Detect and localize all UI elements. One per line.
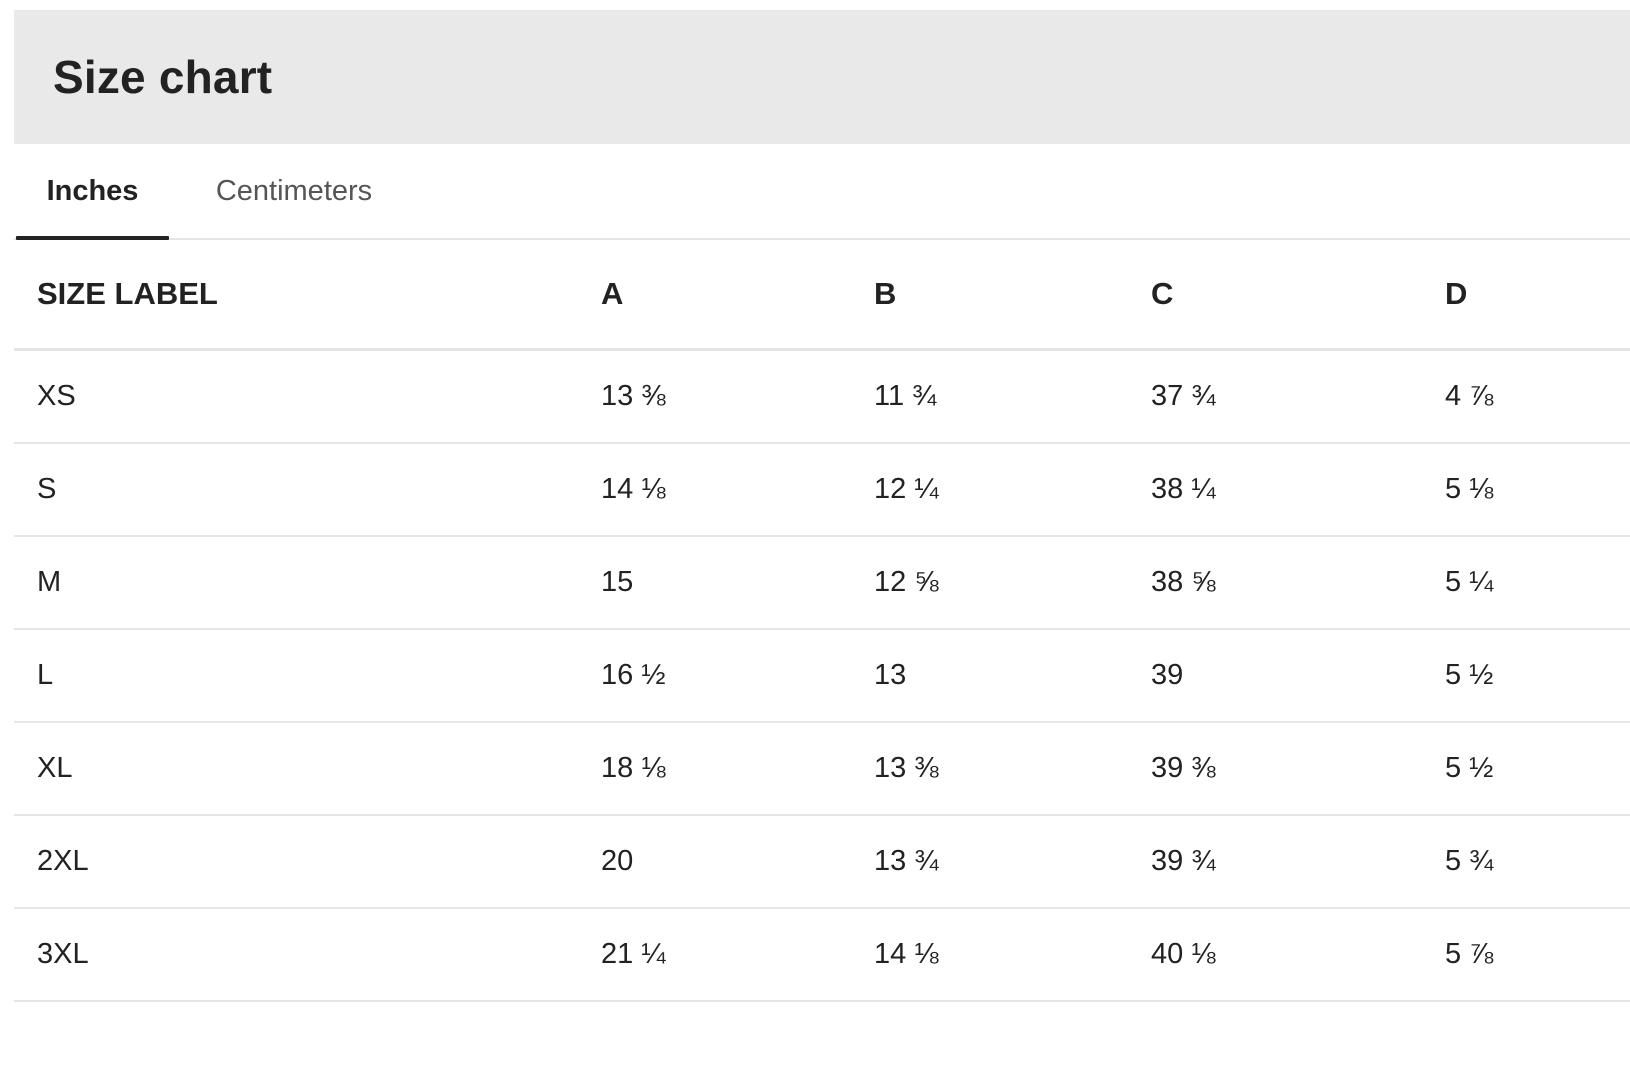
measurement-a-cell: 14 ⅛	[601, 443, 874, 537]
measurement-c-cell: 40 ⅛	[1151, 908, 1445, 1002]
tab-centimeters[interactable]: Centimeters	[215, 174, 373, 207]
measurement-b-cell: 12 ⅝	[874, 536, 1151, 630]
measurement-c-cell: 39	[1151, 629, 1445, 723]
measurement-a-cell: 15	[601, 536, 874, 630]
measurement-a-cell: 16 ½	[601, 629, 874, 723]
measurement-d-cell: 5 ½	[1445, 722, 1630, 816]
size-label-cell: 3XL	[14, 908, 601, 1002]
size-chart-header: Size chart	[14, 10, 1630, 144]
size-table: SIZE LABEL A B C D XS 13 ⅜ 11 ¾ 37 ¾ 4 ⅞…	[14, 240, 1630, 1002]
table-row: XL 18 ⅛ 13 ⅜ 39 ⅜ 5 ½	[14, 722, 1630, 816]
measurement-a-cell: 20	[601, 815, 874, 909]
measurement-d-cell: 5 ½	[1445, 629, 1630, 723]
measurement-d-cell: 5 ⅛	[1445, 443, 1630, 537]
measurement-b-cell: 12 ¼	[874, 443, 1151, 537]
size-label-cell: XL	[14, 722, 601, 816]
size-label-cell: 2XL	[14, 815, 601, 909]
column-header-c: C	[1151, 240, 1445, 351]
size-label-cell: M	[14, 536, 601, 630]
measurement-a-cell: 18 ⅛	[601, 722, 874, 816]
measurement-a-cell: 13 ⅜	[601, 349, 874, 444]
column-header-b: B	[874, 240, 1151, 351]
table-row: XS 13 ⅜ 11 ¾ 37 ¾ 4 ⅞	[14, 349, 1630, 444]
size-label-cell: XS	[14, 349, 601, 444]
column-header-a: A	[601, 240, 874, 351]
measurement-c-cell: 38 ¼	[1151, 443, 1445, 537]
measurement-b-cell: 13	[874, 629, 1151, 723]
size-label-cell: L	[14, 629, 601, 723]
measurement-c-cell: 38 ⅝	[1151, 536, 1445, 630]
page-title: Size chart	[53, 51, 273, 103]
measurement-c-cell: 39 ¾	[1151, 815, 1445, 909]
unit-tabs: Inches Centimeters	[14, 144, 1630, 240]
measurement-d-cell: 5 ¼	[1445, 536, 1630, 630]
measurement-a-cell: 21 ¼	[601, 908, 874, 1002]
column-header-size-label: SIZE LABEL	[14, 240, 601, 351]
table-row: 3XL 21 ¼ 14 ⅛ 40 ⅛ 5 ⅞	[14, 908, 1630, 1002]
measurement-d-cell: 5 ¾	[1445, 815, 1630, 909]
size-chart-panel: Size chart Inches Centimeters SIZE LABEL…	[14, 10, 1630, 1076]
measurement-d-cell: 5 ⅞	[1445, 908, 1630, 1002]
size-label-cell: S	[14, 443, 601, 537]
tab-inches[interactable]: Inches	[16, 144, 169, 240]
table-header-row: SIZE LABEL A B C D	[14, 240, 1630, 351]
column-header-d: D	[1445, 240, 1630, 351]
measurement-d-cell: 4 ⅞	[1445, 349, 1630, 444]
table-row: 2XL 20 13 ¾ 39 ¾ 5 ¾	[14, 815, 1630, 909]
measurement-b-cell: 14 ⅛	[874, 908, 1151, 1002]
measurement-b-cell: 13 ⅜	[874, 722, 1151, 816]
measurement-c-cell: 39 ⅜	[1151, 722, 1445, 816]
measurement-c-cell: 37 ¾	[1151, 349, 1445, 444]
table-row: L 16 ½ 13 39 5 ½	[14, 629, 1630, 723]
table-row: S 14 ⅛ 12 ¼ 38 ¼ 5 ⅛	[14, 443, 1630, 537]
table-row: M 15 12 ⅝ 38 ⅝ 5 ¼	[14, 536, 1630, 630]
measurement-b-cell: 13 ¾	[874, 815, 1151, 909]
measurement-b-cell: 11 ¾	[874, 349, 1151, 444]
